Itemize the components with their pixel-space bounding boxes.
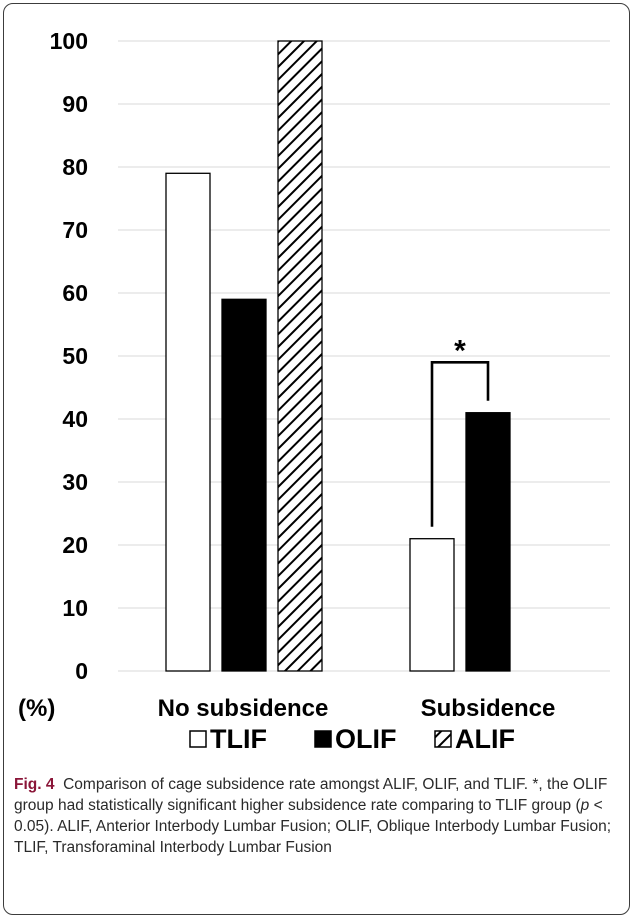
y-axis-ticks: 0 10 20 30 40 50 60 70 80 90 100 — [50, 28, 88, 684]
y-tick-label: 70 — [62, 217, 88, 243]
significance-annotation: * — [430, 334, 490, 527]
y-tick-label: 10 — [62, 595, 88, 621]
figure-frame — [3, 3, 630, 915]
y-axis-unit-label: (%) — [18, 695, 55, 722]
y-tick-label: 20 — [62, 532, 88, 558]
bar-tlif — [165, 172, 211, 672]
bar-olif — [465, 412, 511, 672]
figure-label: Fig. 4 — [14, 776, 55, 793]
legend-label-alif: ALIF — [455, 724, 515, 754]
y-tick-label: 0 — [75, 658, 88, 684]
bar-alif — [277, 40, 323, 672]
category-label: Subsidence — [421, 695, 556, 722]
y-tick-label: 50 — [62, 343, 88, 369]
caption-text-after-p: < 0.05). ALIF, Anterior Interbody Lumbar… — [14, 797, 612, 856]
caption-p-symbol: p — [580, 797, 590, 814]
y-tick-label: 80 — [62, 154, 88, 180]
significance-bracket — [430, 361, 490, 527]
significance-star: * — [454, 334, 466, 367]
y-tick-label: 100 — [50, 28, 88, 54]
figure-caption: Fig. 4 Comparison of cage subsidence rat… — [14, 774, 614, 858]
y-tick-label: 60 — [62, 280, 88, 306]
legend-swatch-alif — [434, 730, 452, 748]
bar-chart: 0 10 20 30 40 50 60 70 80 90 100 * No subsidence Su… — [18, 28, 610, 754]
legend: TLIF OLIF ALIF — [189, 724, 515, 754]
bars — [165, 40, 511, 672]
legend-swatch-tlif — [189, 730, 207, 748]
caption-text-before-p: Comparison of cage subsidence rate among… — [14, 776, 608, 814]
bar-tlif — [409, 538, 455, 672]
category-label: No subsidence — [158, 695, 329, 722]
bar-olif — [221, 298, 267, 672]
category-labels: No subsidence Subsidence — [158, 695, 556, 722]
legend-label-olif: OLIF — [335, 724, 397, 754]
y-tick-label: 90 — [62, 91, 88, 117]
legend-swatch-olif — [314, 730, 332, 748]
legend-label-tlif: TLIF — [210, 724, 267, 754]
y-tick-label: 40 — [62, 406, 88, 432]
y-tick-label: 30 — [62, 469, 88, 495]
